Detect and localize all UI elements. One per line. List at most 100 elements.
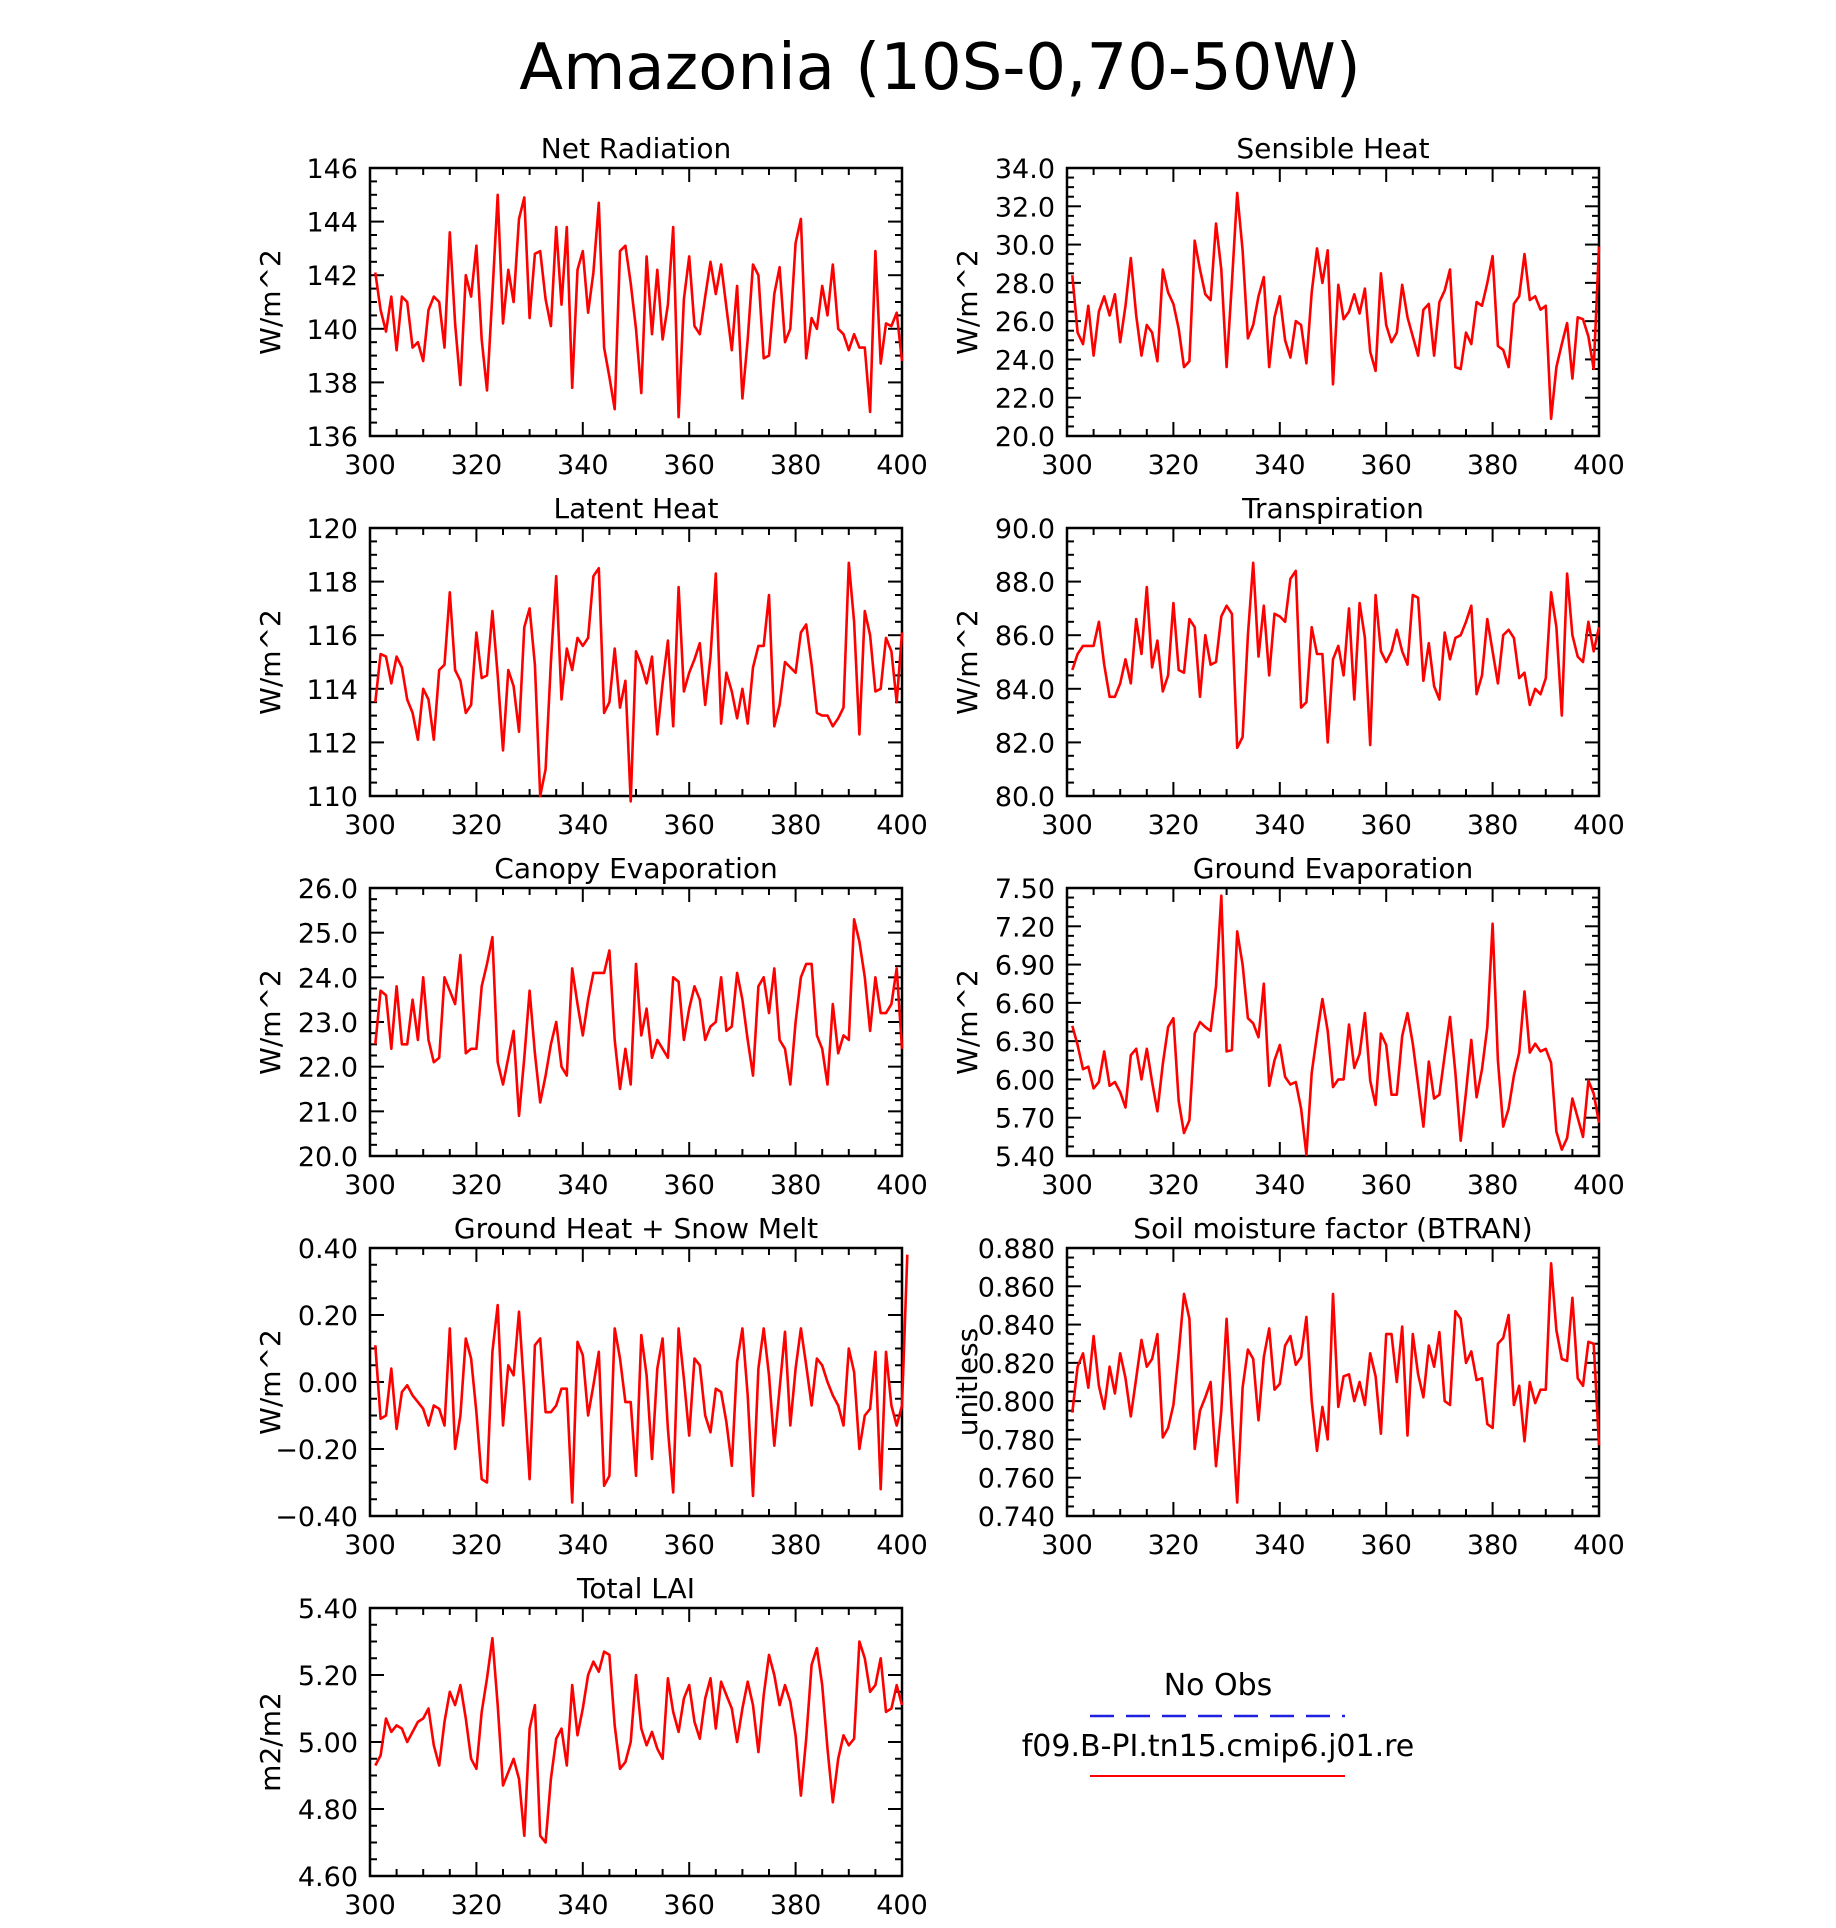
x-tick-label: 380 [770, 1530, 822, 1561]
y-tick-label: 6.00 [995, 1065, 1055, 1096]
x-tick-label: 320 [451, 1530, 503, 1561]
plot-frame [368, 886, 904, 1158]
series-line [374, 561, 904, 803]
x-tick-label: 340 [1254, 1530, 1306, 1561]
y-tick-label: 0.880 [978, 1234, 1055, 1265]
y-tick-label: 5.70 [995, 1104, 1055, 1135]
plot-frame [368, 166, 904, 438]
y-tick-label: 138 [306, 368, 358, 399]
x-tick-label: 400 [1573, 1530, 1625, 1561]
panel-title: Transpiration [1241, 492, 1424, 525]
x-tick-label: 380 [1467, 450, 1519, 481]
x-tick-label: 320 [451, 450, 503, 481]
y-tick-label: 30.0 [995, 231, 1055, 262]
y-tick-label: 86.0 [995, 621, 1055, 652]
y-tick-label: 90.0 [995, 514, 1055, 545]
y-axis-label: W/m^2 [254, 609, 287, 715]
y-tick-label: −0.20 [275, 1435, 358, 1466]
panel-transpiration: Transpiration 300 320 340 360 380 400 80.0 82.0 8… [951, 492, 1625, 841]
x-tick-label: 380 [770, 1170, 822, 1201]
y-axis-label: W/m^2 [254, 969, 287, 1075]
y-tick-label: 0.40 [298, 1234, 358, 1265]
legend: No Obs f09.B-PI.tn15.cmip6.j01.re [1022, 1668, 1415, 1777]
x-tick-label: 400 [876, 1530, 928, 1561]
x-tick-label: 300 [1041, 1530, 1093, 1561]
x-tick-label: 340 [557, 810, 609, 841]
panel-title: Net Radiation [541, 132, 731, 165]
panel-title: Latent Heat [553, 492, 718, 525]
y-tick-label: 25.0 [298, 919, 358, 950]
x-tick-label: 320 [1148, 810, 1200, 841]
y-tick-label: 4.60 [298, 1862, 358, 1893]
x-tick-label: 360 [663, 1890, 715, 1921]
x-tick-label: 300 [344, 1170, 396, 1201]
series-line [1071, 1262, 1601, 1504]
y-tick-label: 140 [306, 315, 358, 346]
y-tick-label: 5.40 [995, 1142, 1055, 1173]
legend-model-label: f09.B-PI.tn15.cmip6.j01.re [1022, 1729, 1415, 1764]
y-axis-label: W/m^2 [951, 249, 984, 355]
panel-net-radiation: Net Radiation 300 320 340 360 380 400 136 138 140… [254, 132, 928, 481]
y-tick-label: 7.50 [995, 874, 1055, 905]
y-tick-label: 0.820 [978, 1349, 1055, 1380]
panel-canopy-evaporation: Canopy Evaporation 300 320 340 360 380 400 20.0… [254, 852, 928, 1201]
y-tick-label: 0.800 [978, 1387, 1055, 1418]
x-tick-label: 400 [876, 450, 928, 481]
y-tick-label: 0.20 [298, 1301, 358, 1332]
figure-title: Amazonia (10S-0,70-50W) [519, 31, 1360, 105]
x-tick-label: 380 [1467, 810, 1519, 841]
panel-ground-evaporation: Ground Evaporation 300 320 340 360 380 400 5.40… [951, 852, 1625, 1201]
x-tick-label: 320 [451, 1890, 503, 1921]
y-tick-label: 4.80 [298, 1795, 358, 1826]
panel-soil-moisture-factor-btran: Soil moisture factor (BTRAN) 300 320 340 360… [951, 1212, 1625, 1561]
plot-frame [1065, 166, 1601, 438]
x-tick-label: 360 [663, 1170, 715, 1201]
x-tick-label: 360 [1360, 810, 1412, 841]
x-tick-label: 300 [1041, 810, 1093, 841]
y-tick-label: 22.0 [298, 1053, 358, 1084]
y-tick-label: 120 [306, 514, 358, 545]
x-tick-label: 400 [876, 1890, 928, 1921]
x-tick-label: 380 [1467, 1170, 1519, 1201]
panel-ground-heat-snow-melt: Ground Heat + Snow Melt 300 320 340 360 380 40… [254, 1212, 928, 1561]
panel-title: Ground Evaporation [1193, 852, 1474, 885]
x-tick-label: 300 [344, 1530, 396, 1561]
x-tick-label: 380 [770, 1890, 822, 1921]
panels-container: Net Radiation 300 320 340 360 380 400 136 138 140… [254, 132, 1625, 1921]
x-tick-label: 360 [663, 810, 715, 841]
x-tick-label: 400 [1573, 810, 1625, 841]
x-tick-label: 320 [1148, 1170, 1200, 1201]
series-line [374, 1254, 909, 1504]
panel-latent-heat: Latent Heat 300 320 340 360 380 400 110 112 114 11… [254, 492, 928, 841]
x-tick-label: 320 [451, 1170, 503, 1201]
y-axis-label: m2/m2 [254, 1692, 287, 1792]
panel-title: Ground Heat + Snow Melt [454, 1212, 818, 1245]
x-tick-label: 340 [557, 1530, 609, 1561]
x-tick-label: 320 [451, 810, 503, 841]
y-tick-label: 28.0 [995, 269, 1055, 300]
x-tick-label: 300 [1041, 1170, 1093, 1201]
y-tick-label: 82.0 [995, 728, 1055, 759]
y-tick-label: 114 [306, 675, 358, 706]
y-tick-label: 23.0 [298, 1008, 358, 1039]
series-line [1071, 191, 1601, 421]
panel-title: Soil moisture factor (BTRAN) [1133, 1212, 1532, 1245]
y-tick-label: 32.0 [995, 192, 1055, 223]
y-tick-label: 84.0 [995, 675, 1055, 706]
x-tick-label: 360 [663, 1530, 715, 1561]
y-tick-label: 21.0 [298, 1097, 358, 1128]
y-tick-label: 0.780 [978, 1425, 1055, 1456]
x-tick-label: 320 [1148, 450, 1200, 481]
series-line [374, 1636, 904, 1844]
x-tick-label: 380 [770, 810, 822, 841]
series-line [374, 917, 904, 1118]
x-tick-label: 300 [344, 1890, 396, 1921]
legend-obs-label: No Obs [1164, 1668, 1273, 1703]
plot-frame [368, 1606, 904, 1878]
panel-title: Canopy Evaporation [494, 852, 777, 885]
y-tick-label: 80.0 [995, 782, 1055, 813]
y-tick-label: 26.0 [298, 874, 358, 905]
y-tick-label: 144 [306, 208, 358, 239]
y-tick-label: 0.00 [298, 1368, 358, 1399]
